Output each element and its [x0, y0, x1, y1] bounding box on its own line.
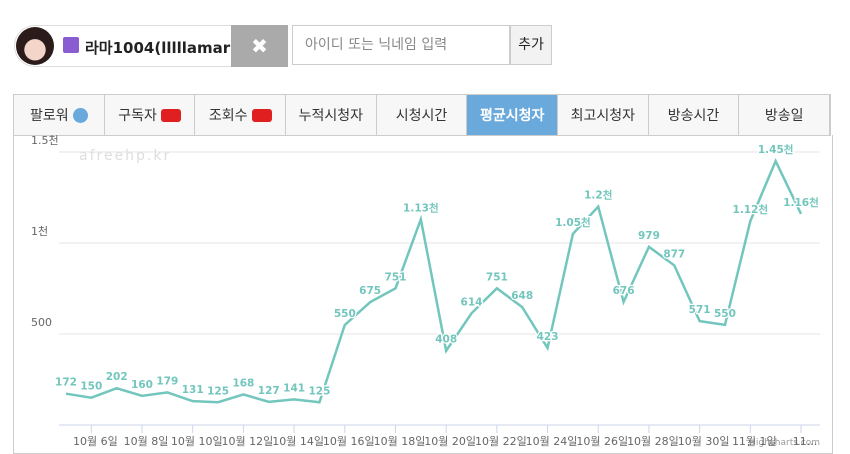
- x-tick-label: 10월 28일: [627, 434, 679, 448]
- data-label: 179: [156, 375, 178, 387]
- profile-name: 라마1004(lllllamar): [85, 39, 238, 57]
- tab[interactable]: 최고시청자: [558, 95, 649, 135]
- data-label: 751: [486, 271, 508, 283]
- tab[interactable]: 방송시간: [649, 95, 740, 135]
- data-label: 141: [283, 382, 305, 394]
- data-label: 979: [638, 230, 660, 242]
- search-input[interactable]: 아이디 또는 닉네임 입력: [292, 25, 510, 65]
- data-label: 172: [55, 377, 77, 389]
- data-label: 1.05천: [555, 216, 591, 229]
- data-label: 408: [435, 334, 457, 346]
- tab-label: 누적시청자: [298, 108, 364, 124]
- data-label: 127: [258, 385, 280, 397]
- y-tick-label: 500: [31, 316, 52, 329]
- tab-icon: [72, 107, 88, 123]
- data-label: 131: [182, 384, 204, 396]
- data-label: 1.12천: [733, 203, 769, 216]
- data-label: 1.13천: [403, 201, 439, 214]
- y-tick-label: 1.5천: [31, 135, 59, 147]
- avatar: [16, 27, 54, 65]
- data-label: 160: [131, 379, 153, 391]
- data-label: 1.2천: [584, 189, 612, 202]
- x-tick-label: 10월 24일: [526, 434, 578, 448]
- data-label: 676: [613, 285, 635, 297]
- y-tick-label: 1천: [31, 224, 48, 238]
- tab-icon: [160, 108, 181, 122]
- tab[interactable]: 조회수: [195, 95, 287, 135]
- x-tick-label: 10월 10일: [171, 434, 223, 448]
- x-tick-label: 10월 16일: [323, 434, 375, 448]
- tab-label: 조회수: [208, 108, 248, 124]
- data-label: 168: [232, 377, 254, 389]
- data-label: 202: [106, 371, 128, 383]
- tab-label: 시청시간: [395, 108, 448, 124]
- data-label: 571: [689, 304, 711, 316]
- x-tick-label: 10월 20일: [424, 434, 476, 448]
- data-label: 1.16천: [783, 196, 819, 209]
- data-label: 125: [308, 385, 330, 397]
- data-label: 614: [461, 296, 483, 308]
- data-label: 1.45천: [758, 143, 794, 156]
- tab-label: 평균시청자: [479, 108, 545, 124]
- x-tick-label: 10월 22일: [475, 434, 527, 448]
- x-tick-label: 10월 18일: [374, 434, 426, 448]
- tab[interactable]: 방송일: [739, 95, 831, 135]
- x-tick-label: 10월 8일: [124, 434, 169, 448]
- tab-label: 최고시청자: [570, 108, 636, 124]
- tab[interactable]: 누적시청자: [286, 95, 377, 135]
- x-tick-label: 10월 30일: [678, 434, 730, 448]
- tab[interactable]: 시청시간: [377, 95, 468, 135]
- data-label: 648: [511, 290, 533, 302]
- data-label: 423: [537, 331, 559, 343]
- data-label: 125: [207, 385, 229, 397]
- twitch-icon: [63, 37, 79, 53]
- data-label: 751: [385, 271, 407, 283]
- data-label: 150: [80, 381, 102, 393]
- watermark: afreehp.kr: [79, 148, 171, 164]
- data-label: 675: [359, 285, 381, 297]
- add-button[interactable]: 추가: [510, 25, 552, 65]
- data-label: 550: [714, 308, 736, 320]
- x-tick-label: 11월 1일: [732, 434, 777, 448]
- tab-bar: 팔로워 구독자 조회수 누적시청자 시청시간 평균시청자 최고시청자 방송시간 방송일: [13, 94, 831, 136]
- data-line: [65, 158, 803, 404]
- x-tick-label: 11...: [793, 435, 818, 448]
- credit[interactable]: Highcharts.com: [749, 438, 820, 448]
- remove-button[interactable]: ✖: [231, 25, 288, 67]
- data-label: 877: [663, 248, 685, 260]
- tab-label: 구독자: [118, 108, 157, 124]
- chart: afreehp.kr Highcharts.com 500 1천 1.5천 10월 6…: [13, 135, 833, 454]
- tab-icon: [251, 108, 272, 122]
- x-tick-label: 10월 12일: [222, 434, 274, 448]
- data-label: 550: [334, 308, 356, 320]
- x-tick-label: 10월 26일: [576, 434, 628, 448]
- tab-label: 방송일: [764, 108, 804, 124]
- x-tick-label: 10월 6일: [73, 434, 118, 448]
- tab[interactable]: 평균시청자: [467, 95, 559, 135]
- tab-label: 방송시간: [667, 108, 720, 124]
- tab-label: 팔로워: [30, 108, 69, 124]
- x-tick-label: 10월 14일: [272, 434, 324, 448]
- tab[interactable]: 팔로워: [14, 95, 105, 135]
- tab[interactable]: 구독자: [105, 95, 196, 135]
